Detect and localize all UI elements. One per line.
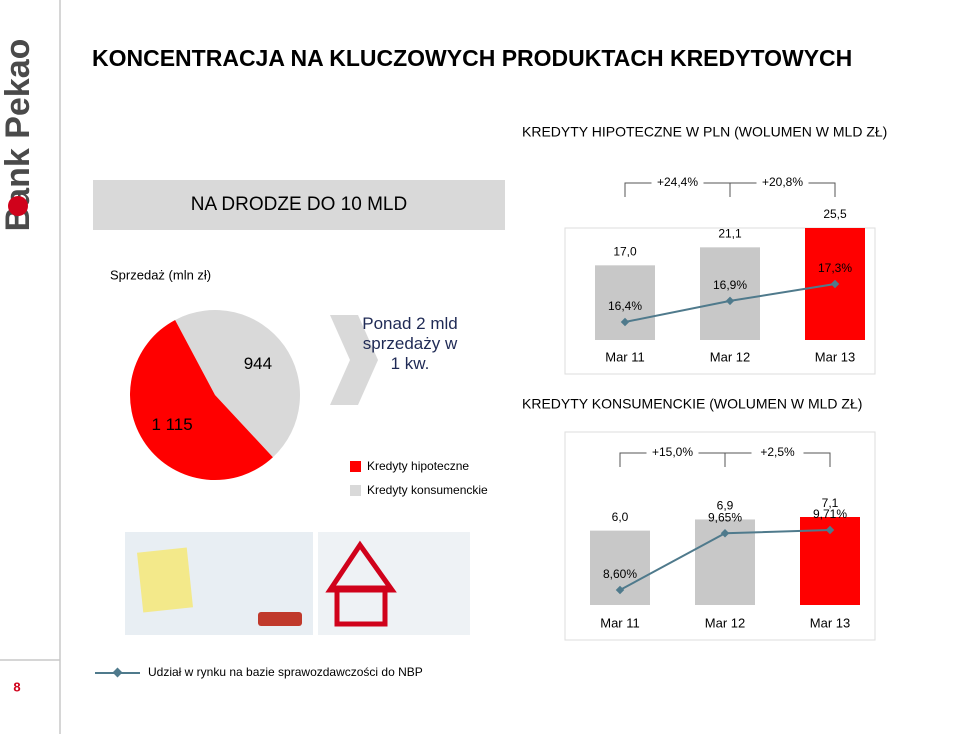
page-number: 8 <box>13 679 20 694</box>
x-tick-label: Mar 13 <box>815 349 855 364</box>
share-label: 17,3% <box>818 261 852 275</box>
footnote: Udział w rynku na bazie sprawozdawczości… <box>148 665 423 679</box>
growth-label: +2,5% <box>760 445 795 459</box>
growth-bg <box>651 175 704 191</box>
arrow <box>330 315 378 405</box>
chart-frame <box>564 431 876 641</box>
slice-label: 1 115 <box>151 415 192 434</box>
pie-slice <box>130 319 273 481</box>
bar <box>595 265 655 340</box>
share-label: 8,60% <box>603 567 637 581</box>
ad-banner <box>125 532 470 635</box>
banner <box>93 180 505 230</box>
chart-title: KREDYTY KONSUMENCKIE (WOLUMEN W MLD ZŁ) <box>522 396 862 412</box>
share-marker <box>720 529 730 538</box>
share-label: 16,4% <box>608 299 642 313</box>
x-tick-label: Mar 12 <box>705 615 745 630</box>
slice-label: 944 <box>244 354 272 373</box>
share-marker <box>830 279 840 289</box>
legend-label: Kredyty konsumenckie <box>367 483 488 497</box>
growth-bg <box>756 175 809 191</box>
chart-title: Sprzedaż (mln zł) <box>110 267 211 282</box>
share-marker <box>615 585 625 595</box>
growth-label: +20,8% <box>762 175 803 189</box>
growth-label: +15,0% <box>652 445 693 459</box>
bar-label: 6,0 <box>612 510 629 524</box>
x-tick-label: Mar 12 <box>710 349 750 364</box>
chart-title: KREDYTY HIPOTECZNE W PLN (WOLUMEN W MLD … <box>522 124 887 140</box>
share-marker <box>725 296 735 306</box>
logo-mark <box>8 196 28 216</box>
bar-label: 17,0 <box>613 245 637 259</box>
share-label: 9,65% <box>708 510 742 524</box>
slide-title: KONCENTRACJA NA KLUCZOWYCH PRODUKTACH KR… <box>92 45 852 71</box>
share-marker <box>620 317 630 327</box>
bar <box>700 247 760 340</box>
bar-label: 25,5 <box>823 207 847 221</box>
bar-label: 7,1 <box>822 496 839 510</box>
growth-bg <box>646 445 699 461</box>
legend-swatch <box>350 461 361 472</box>
share-marker <box>825 525 835 535</box>
legend-label: Kredyty hipoteczne <box>367 459 469 473</box>
share-label: 16,9% <box>713 278 747 292</box>
share-label: 9,71% <box>813 507 847 521</box>
ad-note <box>137 547 193 613</box>
legend-swatch <box>350 485 361 496</box>
x-tick-label: Mar 11 <box>600 615 640 630</box>
ad <box>318 532 470 635</box>
x-tick-label: Mar 13 <box>810 615 850 630</box>
banner-text: NA DRODZE DO 10 MLD <box>191 194 407 215</box>
ad-button <box>258 612 302 626</box>
x-tick-label: Mar 11 <box>605 349 645 364</box>
chart-frame <box>564 227 876 375</box>
bar-label: 21,1 <box>718 226 742 240</box>
bar-label: 6,9 <box>717 499 734 513</box>
growth-label: +24,4% <box>657 175 698 189</box>
ad-house <box>334 585 388 627</box>
pie-slice <box>175 310 301 458</box>
legend-marker <box>112 667 123 678</box>
growth-bg <box>751 445 804 461</box>
